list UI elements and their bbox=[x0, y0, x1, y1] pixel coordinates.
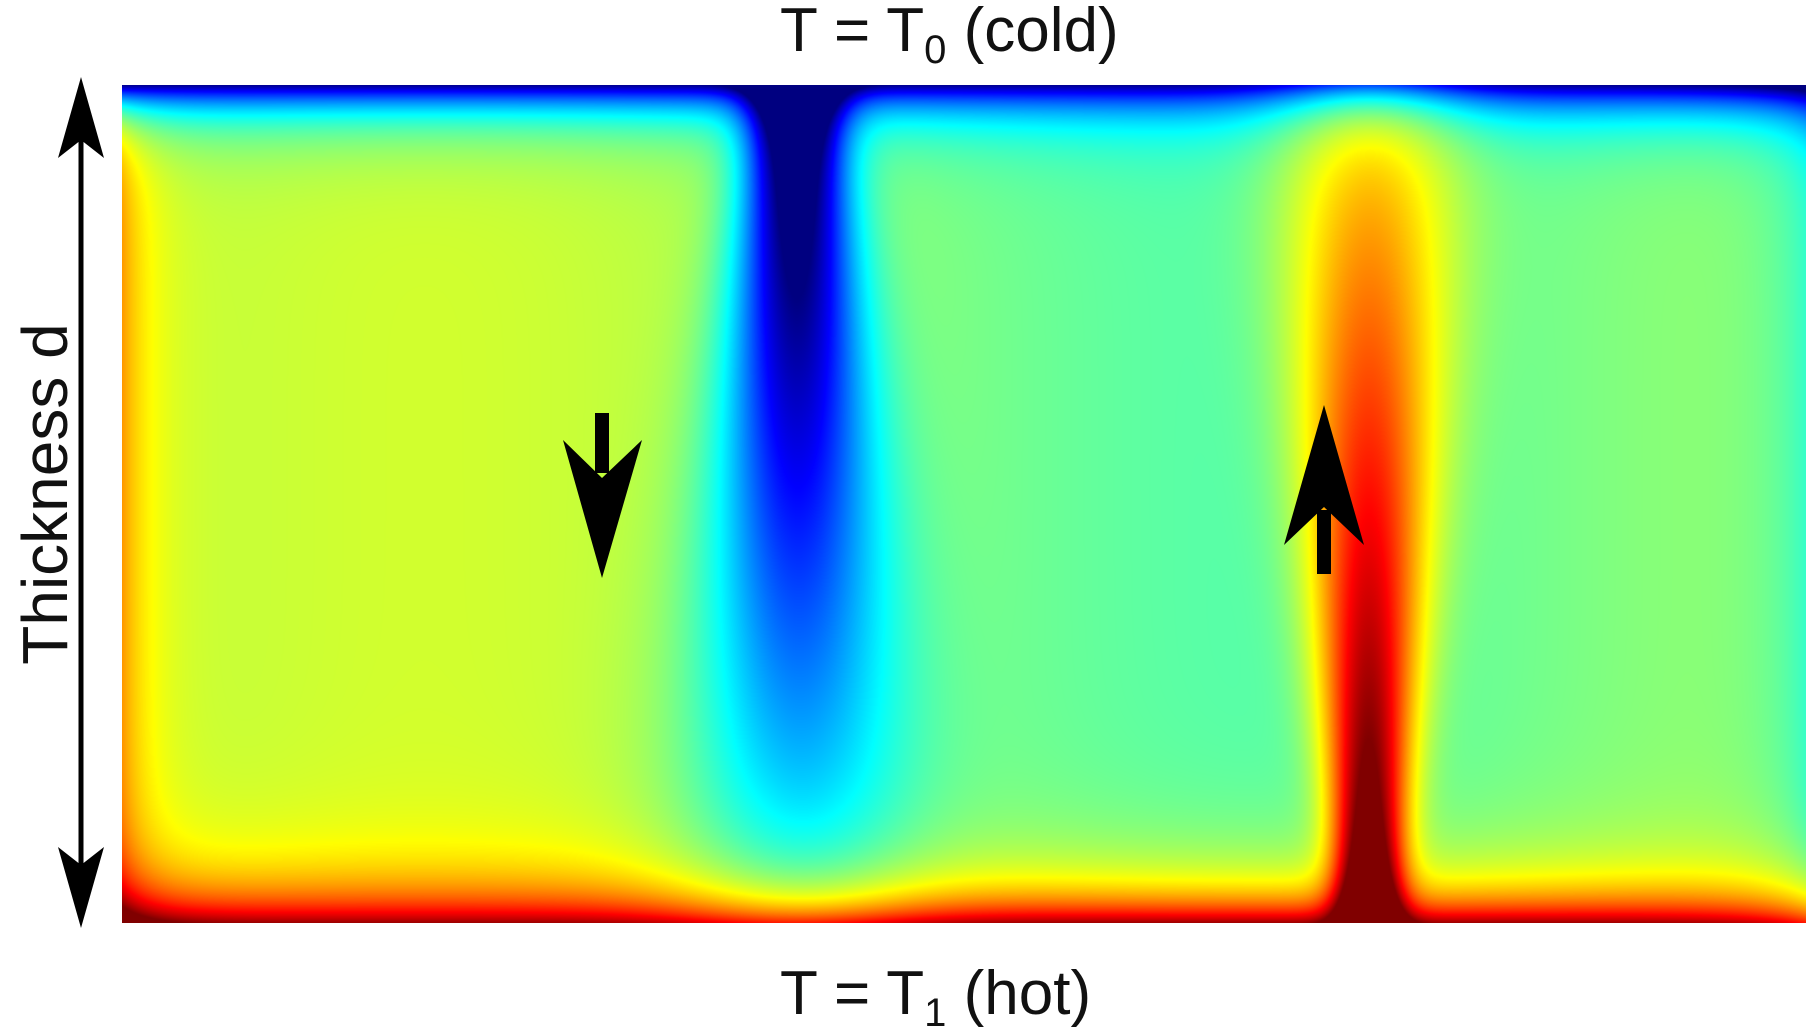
top-label-suffix: (cold) bbox=[946, 0, 1119, 65]
thickness-arrow-head-bottom bbox=[58, 847, 104, 928]
down-arrow-head bbox=[563, 440, 642, 578]
bottom-label-prefix: T = T bbox=[780, 959, 925, 1028]
down-arrow-stem bbox=[595, 413, 609, 473]
bottom-boundary-label: T = T1 (hot) bbox=[780, 963, 1091, 1035]
thickness-arrow-head-top bbox=[58, 77, 104, 158]
temperature-field bbox=[122, 85, 1806, 923]
bottom-label-suffix: (hot) bbox=[946, 959, 1092, 1028]
downward-flow-arrow bbox=[563, 413, 642, 578]
thickness-label: Thickness d bbox=[9, 323, 81, 665]
thickness-double-arrow bbox=[58, 77, 104, 928]
top-label-subscript: 0 bbox=[924, 28, 947, 72]
top-boundary-label: T = T0 (cold) bbox=[780, 0, 1119, 70]
upward-flow-arrow bbox=[1284, 405, 1364, 574]
bottom-label-subscript: 1 bbox=[924, 991, 947, 1035]
temperature-field-canvas bbox=[122, 85, 1806, 923]
up-arrow-head bbox=[1284, 405, 1364, 545]
up-arrow-stem bbox=[1317, 510, 1331, 574]
top-label-prefix: T = T bbox=[780, 0, 925, 65]
